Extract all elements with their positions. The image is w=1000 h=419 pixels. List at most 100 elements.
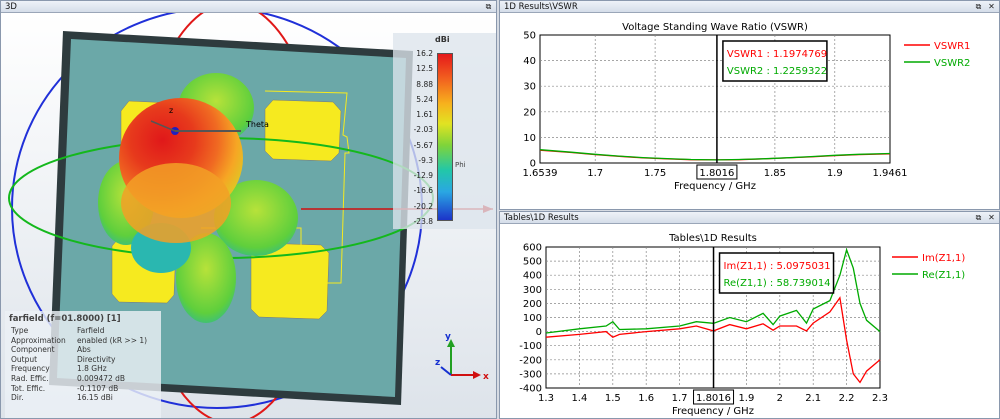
orientation-gizmo: y z x xyxy=(435,332,489,382)
legend-tick: 5.24 xyxy=(416,94,433,104)
x-axis-label: Frequency / GHz xyxy=(672,406,754,417)
z-axis-label: z xyxy=(169,106,173,115)
legend-tick: 1.61 xyxy=(416,110,433,120)
gizmo-y: y xyxy=(445,332,451,342)
vswr-titlebar: 1D Results\VSWR ⧉ ✕ xyxy=(500,1,999,13)
close-icon[interactable]: ✕ xyxy=(988,2,995,11)
info-row: Tot. Effic. -0.1107 dB xyxy=(5,384,161,394)
info-value: Farfield xyxy=(77,326,105,335)
marker-label-box xyxy=(696,164,738,180)
info-value: Directivity xyxy=(77,354,116,364)
restore-icon[interactable]: ⧉ xyxy=(975,213,982,222)
info-row: Type Farfield xyxy=(5,326,161,336)
info-value: 0.009472 dB xyxy=(77,373,126,383)
x-tick-label: 1.6 xyxy=(638,393,654,404)
series-line-Re(Z1,1) xyxy=(545,247,881,334)
legend-tick: 12.5 xyxy=(416,64,433,74)
x-tick-label: 1.6539 xyxy=(523,168,558,179)
x-tick-label: 2 xyxy=(777,393,783,404)
info-key: Frequency xyxy=(11,364,50,374)
x-tick-label: 2.1 xyxy=(805,393,821,404)
farfield-scene: z Theta y z x xyxy=(8,2,493,418)
info-row: Frequency 1.8 GHz xyxy=(5,364,161,374)
info-row: Component Abs xyxy=(5,345,161,355)
farfield-info-box: farfield (f=01.8000) [1] Type Farfield App… xyxy=(5,311,161,418)
y-tick-label: 300 xyxy=(523,285,542,296)
y-tick-label: 200 xyxy=(523,299,542,310)
y-tick-label: -400 xyxy=(519,384,542,395)
theta-label: Theta xyxy=(245,120,269,129)
x-tick-label: 1.5 xyxy=(605,393,621,404)
x-tick-label: 1.7 xyxy=(587,168,603,179)
marker-readout-text: VSWR2 : 1.2259322 xyxy=(727,66,827,77)
x-tick-label: 1.85 xyxy=(764,168,786,179)
legend-tick: -5.67 xyxy=(413,140,433,150)
legend-tick: -12.9 xyxy=(413,171,433,181)
info-key: Component xyxy=(11,345,55,355)
info-key: Rad. Effic. xyxy=(11,373,49,383)
info-title: farfield (f=01.8000) [1] xyxy=(9,314,121,324)
restore-icon[interactable]: ⧉ xyxy=(485,2,492,11)
farfield-3d-panel: 3D ⧉ xyxy=(0,0,497,419)
legend-phi: Phi xyxy=(455,161,466,169)
info-row: Rad. Effic. 0.009472 dB xyxy=(5,374,161,384)
legend-tick: -9.3 xyxy=(418,155,433,165)
panel-3d-title: 3D xyxy=(5,2,17,12)
marker-readout-text: VSWR1 : 1.1974769 xyxy=(727,49,827,60)
impedance-chart[interactable]: Tables\1D Results -400 -300 -200 -100 0 100 200… xyxy=(500,224,1000,419)
legend-tick: -20.2 xyxy=(413,201,433,211)
marker-readout-text: Re(Z1,1) : 58.739014 xyxy=(724,278,831,289)
legend-label: VSWR2 xyxy=(934,58,970,69)
x-tick-label: 1.9461 xyxy=(873,168,908,179)
info-key: Tot. Effic. xyxy=(11,383,46,393)
series-line-Im(Z1,1) xyxy=(545,296,881,384)
x-tick-label: 2.2 xyxy=(839,393,855,404)
x-tick-label: 1.75 xyxy=(644,168,666,179)
y-tick-label: -100 xyxy=(519,341,542,352)
y-tick-label: 0 xyxy=(536,327,542,338)
patch-br xyxy=(250,242,330,320)
info-row: Approximation enabled (kR >> 1) xyxy=(5,336,161,346)
y-tick-label: 40 xyxy=(523,56,536,67)
gizmo-z: z xyxy=(435,358,440,368)
y-tick-label: 20 xyxy=(523,107,536,118)
info-key: Output xyxy=(11,354,38,364)
3d-viewport[interactable]: z Theta y z x dBi 16.2 12.5 8.88 5.24 1.61 -2… xyxy=(1,2,496,418)
legend-tick: -23.8 xyxy=(413,217,433,226)
marker-readout-text: Im(Z1,1) : 5.0975031 xyxy=(724,261,831,272)
y-tick-label: 600 xyxy=(523,243,542,254)
y-tick-label: -300 xyxy=(519,369,542,380)
info-value: -0.1107 dB xyxy=(77,383,119,393)
restore-icon[interactable]: ⧉ xyxy=(975,2,982,11)
legend-tick: 8.88 xyxy=(416,79,433,89)
x-axis-label: Frequency / GHz xyxy=(674,181,756,192)
vswr-panel: 1D Results\VSWR ⧉ ✕ Voltage Standing Wav… xyxy=(499,0,1000,210)
panel-3d-titlebar: 3D ⧉ xyxy=(1,1,496,13)
legend-label: VSWR1 xyxy=(934,41,970,52)
y-tick-label: 30 xyxy=(523,82,536,93)
info-value: 16.15 dBi xyxy=(77,393,113,403)
impedance-titlebar: Tables\1D Results ⧉ ✕ xyxy=(500,212,999,224)
lobe-right xyxy=(214,180,298,256)
chart-title: Tables\1D Results xyxy=(668,233,757,244)
gizmo-x: x xyxy=(483,372,489,382)
impedance-panel-title: Tables\1D Results xyxy=(504,213,579,223)
legend-label: Re(Z1,1) xyxy=(922,270,965,281)
lobe-bottom xyxy=(176,233,236,323)
close-icon[interactable]: ✕ xyxy=(988,213,995,222)
y-tick-label: 0 xyxy=(530,159,536,170)
info-value: 1.8 GHz xyxy=(77,364,107,374)
info-row: Output Directivity xyxy=(5,355,161,365)
legend-tick: 16.2 xyxy=(416,49,433,58)
marker-label: 1.8016 xyxy=(699,168,734,179)
info-row: Dir. 16.15 dBi xyxy=(5,393,161,403)
marker-readout-box xyxy=(718,252,835,294)
chart-title: Voltage Standing Wave Ratio (VSWR) xyxy=(622,22,808,33)
y-tick-label: -200 xyxy=(519,355,542,366)
marker-label: 1.8016 xyxy=(696,393,731,404)
vswr-chart[interactable]: Voltage Standing Wave Ratio (VSWR) 0 10 20 3… xyxy=(500,13,1000,210)
info-key: Type xyxy=(11,326,29,335)
y-tick-label: 500 xyxy=(523,257,542,268)
info-value: enabled (kR >> 1) xyxy=(77,335,148,345)
x-tick-label: 1.4 xyxy=(571,393,587,404)
